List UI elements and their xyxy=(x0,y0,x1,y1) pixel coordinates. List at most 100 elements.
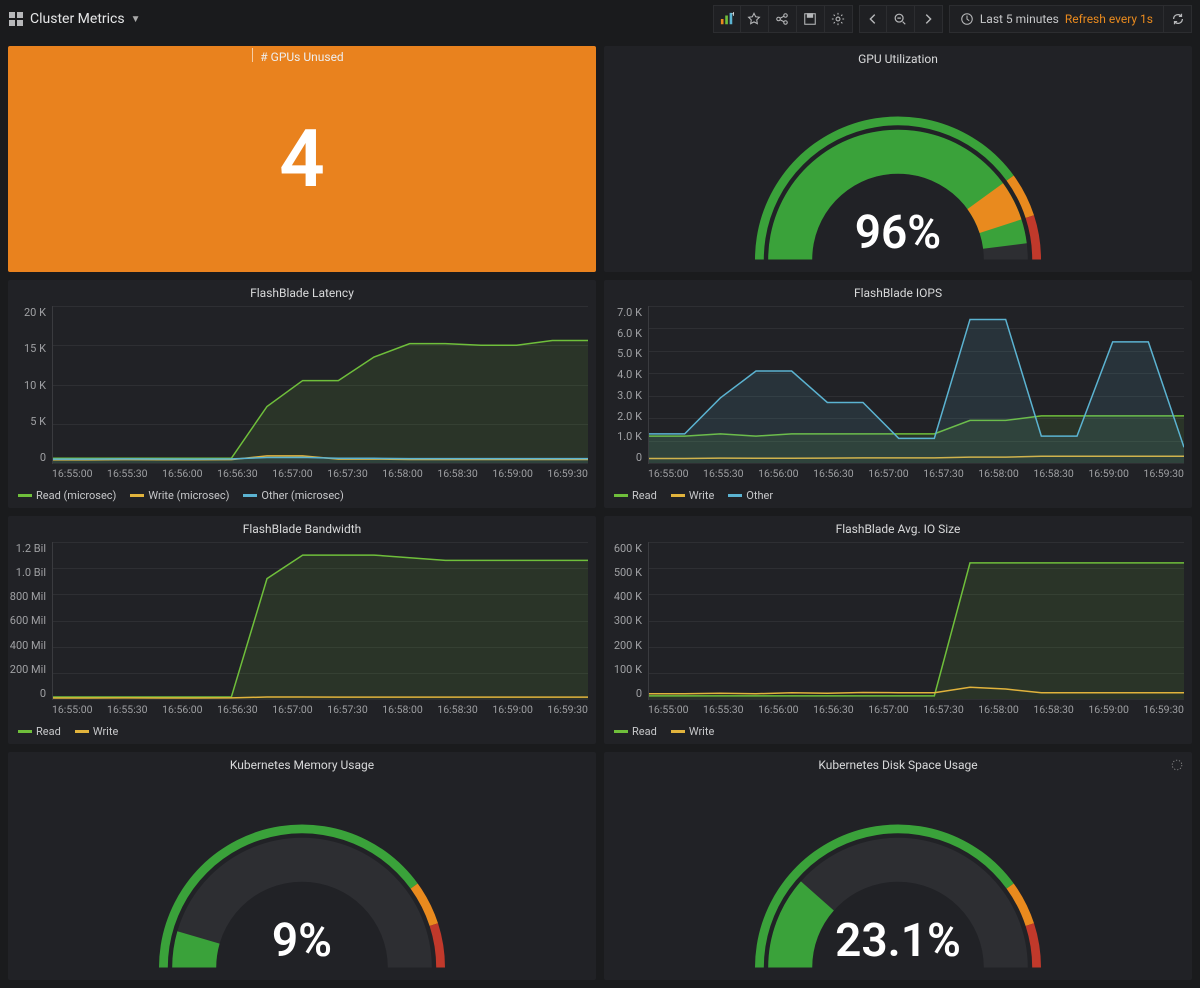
y-tick-label: 5 K xyxy=(8,415,46,428)
panel-k8s-disk[interactable]: Kubernetes Disk Space Usage 23.1% xyxy=(604,752,1192,980)
y-tick-label: 100 K xyxy=(604,663,642,676)
y-tick-label: 20 K xyxy=(8,306,46,319)
x-tick-label: 16:56:00 xyxy=(162,467,203,480)
panel-k8s-memory[interactable]: Kubernetes Memory Usage 9% xyxy=(8,752,596,980)
panel-title: FlashBlade Latency xyxy=(8,280,596,302)
y-tick-label: 7.0 K xyxy=(604,306,642,319)
panel-flashblade-bandwidth[interactable]: FlashBlade Bandwidth 1.2 Bil1.0 Bil800 M… xyxy=(8,516,596,744)
panel-title: FlashBlade Bandwidth xyxy=(8,516,596,538)
share-button[interactable] xyxy=(769,5,797,33)
y-tick-label: 2.0 K xyxy=(604,410,642,423)
time-range-button[interactable]: Last 5 minutes Refresh every 1s xyxy=(949,5,1164,33)
y-tick-label: 10 K xyxy=(8,379,46,392)
svg-text:+: + xyxy=(731,12,734,18)
refresh-button[interactable] xyxy=(1164,5,1192,33)
legend-item[interactable]: Read xyxy=(18,725,61,738)
dashboard-title: Cluster Metrics xyxy=(30,11,125,27)
x-tick-label: 16:56:30 xyxy=(217,703,258,716)
x-tick-label: 16:57:00 xyxy=(272,703,313,716)
legend-item[interactable]: Other xyxy=(728,489,773,502)
x-tick-label: 16:59:00 xyxy=(1088,467,1129,480)
panel-title: GPU Utilization xyxy=(604,46,1192,68)
y-tick-label: 5.0 K xyxy=(604,347,642,360)
x-tick-label: 16:59:30 xyxy=(547,467,588,480)
legend-label: Write xyxy=(689,725,714,738)
y-tick-label: 6.0 K xyxy=(604,327,642,340)
x-tick-label: 16:57:00 xyxy=(868,467,909,480)
refresh-interval-label: Refresh every 1s xyxy=(1065,12,1153,26)
y-tick-label: 1.0 Bil xyxy=(8,566,46,579)
x-tick-label: 16:59:00 xyxy=(1088,703,1129,716)
topbar: Cluster Metrics ▼ + Last 5 minutes xyxy=(0,0,1200,38)
panel-flashblade-iops[interactable]: FlashBlade IOPS 7.0 K6.0 K5.0 K4.0 K3.0 … xyxy=(604,280,1192,508)
legend-swatch xyxy=(18,494,32,497)
panel-flashblade-latency[interactable]: FlashBlade Latency 20 K15 K10 K5 K016:55… xyxy=(8,280,596,508)
y-tick-label: 4.0 K xyxy=(604,368,642,381)
panel-title: FlashBlade IOPS xyxy=(604,280,1192,302)
x-tick-label: 16:56:00 xyxy=(758,703,799,716)
x-tick-label: 16:55:30 xyxy=(703,703,744,716)
legend-item[interactable]: Write xyxy=(671,725,714,738)
legend-swatch xyxy=(728,494,742,497)
x-tick-label: 16:56:30 xyxy=(217,467,258,480)
y-tick-label: 15 K xyxy=(8,342,46,355)
y-tick-label: 0 xyxy=(604,687,642,700)
legend-label: Read xyxy=(632,489,657,502)
x-tick-label: 16:55:00 xyxy=(648,703,689,716)
gpus-unused-value: 4 xyxy=(8,46,596,272)
panel-flashblade-iosize[interactable]: FlashBlade Avg. IO Size 600 K500 K400 K3… xyxy=(604,516,1192,744)
panel-gpu-utilization[interactable]: GPU Utilization 96% xyxy=(604,46,1192,272)
x-tick-label: 16:56:30 xyxy=(813,467,854,480)
save-button[interactable] xyxy=(797,5,825,33)
legend-item[interactable]: Read xyxy=(614,725,657,738)
tick-mark xyxy=(252,48,253,62)
y-tick-label: 0 xyxy=(8,451,46,464)
dashboard-grid: 4 # GPUs Unused GPU Utilization 96% Flas… xyxy=(0,38,1200,988)
y-tick-label: 1.0 K xyxy=(604,430,642,443)
x-tick-label: 16:58:30 xyxy=(437,467,478,480)
x-tick-label: 16:55:30 xyxy=(107,703,148,716)
x-tick-label: 16:57:30 xyxy=(327,703,368,716)
y-tick-label: 1.2 Bil xyxy=(8,542,46,555)
legend-swatch xyxy=(18,730,32,733)
x-tick-label: 16:58:00 xyxy=(382,467,423,480)
panel-title: # GPUs Unused xyxy=(260,50,343,64)
star-button[interactable] xyxy=(741,5,769,33)
legend-label: Other xyxy=(746,489,773,502)
legend-label: Read xyxy=(36,725,61,738)
legend-item[interactable]: Write (microsec) xyxy=(130,489,229,502)
y-tick-label: 600 Mil xyxy=(8,614,46,627)
legend-item[interactable]: Other (microsec) xyxy=(243,489,343,502)
x-tick-label: 16:55:00 xyxy=(52,703,93,716)
legend-item[interactable]: Write xyxy=(75,725,118,738)
x-tick-label: 16:57:30 xyxy=(327,467,368,480)
y-tick-label: 500 K xyxy=(604,566,642,579)
x-tick-label: 16:56:00 xyxy=(162,703,203,716)
x-tick-label: 16:58:30 xyxy=(437,703,478,716)
add-panel-button[interactable]: + xyxy=(713,5,741,33)
time-back-button[interactable] xyxy=(859,5,887,33)
gauge-value: 96% xyxy=(604,206,1192,260)
legend-item[interactable]: Read xyxy=(614,489,657,502)
panel-gpus-unused[interactable]: 4 # GPUs Unused xyxy=(8,46,596,272)
x-tick-label: 16:57:30 xyxy=(923,467,964,480)
zoom-out-button[interactable] xyxy=(887,5,915,33)
y-tick-label: 600 K xyxy=(604,542,642,555)
x-tick-label: 16:59:00 xyxy=(492,703,533,716)
x-tick-label: 16:58:00 xyxy=(978,467,1019,480)
dashboard-title-group[interactable]: Cluster Metrics ▼ xyxy=(8,11,141,27)
y-tick-label: 300 K xyxy=(604,614,642,627)
x-tick-label: 16:59:30 xyxy=(1143,467,1184,480)
legend-swatch xyxy=(671,494,685,497)
legend-item[interactable]: Write xyxy=(671,489,714,502)
panel-title: Kubernetes Disk Space Usage xyxy=(604,752,1192,774)
x-tick-label: 16:59:30 xyxy=(1143,703,1184,716)
gauge-value: 23.1% xyxy=(604,914,1192,968)
y-tick-label: 0 xyxy=(8,687,46,700)
legend-item[interactable]: Read (microsec) xyxy=(18,489,116,502)
time-forward-button[interactable] xyxy=(915,5,943,33)
dashboard-icon xyxy=(8,11,24,27)
panel-title: FlashBlade Avg. IO Size xyxy=(604,516,1192,538)
settings-button[interactable] xyxy=(825,5,853,33)
x-tick-label: 16:56:30 xyxy=(813,703,854,716)
